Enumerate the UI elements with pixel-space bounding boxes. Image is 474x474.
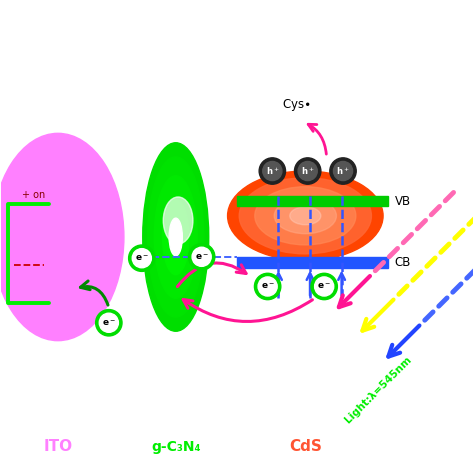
Ellipse shape (189, 244, 215, 270)
Ellipse shape (0, 133, 124, 341)
Ellipse shape (290, 207, 321, 225)
Ellipse shape (294, 158, 321, 184)
Text: e$^-$: e$^-$ (135, 254, 149, 263)
Text: e$^-$: e$^-$ (102, 318, 116, 328)
Ellipse shape (274, 198, 337, 234)
Ellipse shape (259, 158, 285, 184)
Ellipse shape (263, 162, 282, 181)
Bar (237, 257, 388, 268)
Bar (237, 196, 388, 206)
Text: Light:λ=545nm: Light:λ=545nm (343, 355, 414, 425)
Text: g-C₃N₄: g-C₃N₄ (151, 440, 201, 454)
Ellipse shape (148, 157, 204, 317)
Ellipse shape (192, 247, 211, 266)
Text: CdS: CdS (289, 439, 322, 454)
Ellipse shape (155, 176, 197, 298)
Ellipse shape (169, 218, 182, 256)
Ellipse shape (298, 162, 317, 181)
Ellipse shape (334, 162, 353, 181)
Text: e$^-$: e$^-$ (195, 252, 209, 262)
Ellipse shape (255, 187, 356, 245)
Text: h$^+$: h$^+$ (301, 165, 314, 177)
Ellipse shape (228, 171, 383, 261)
Ellipse shape (163, 199, 189, 275)
Ellipse shape (258, 277, 277, 296)
Ellipse shape (255, 273, 281, 300)
Text: h$^+$: h$^+$ (336, 165, 350, 177)
Ellipse shape (330, 158, 356, 184)
Ellipse shape (311, 273, 337, 300)
Ellipse shape (96, 310, 122, 336)
Ellipse shape (143, 143, 209, 331)
Text: ITO: ITO (44, 439, 73, 454)
Ellipse shape (99, 313, 118, 332)
Text: CB: CB (395, 256, 411, 269)
Text: e$^-$: e$^-$ (317, 282, 331, 292)
Text: VB: VB (395, 195, 411, 208)
Ellipse shape (239, 178, 372, 254)
Ellipse shape (163, 197, 193, 244)
Text: h$^+$: h$^+$ (265, 165, 279, 177)
Text: + on: + on (22, 190, 45, 200)
Text: Cys$\bullet$: Cys$\bullet$ (282, 97, 310, 113)
Ellipse shape (128, 245, 155, 272)
Text: e$^-$: e$^-$ (261, 282, 274, 292)
Ellipse shape (315, 277, 334, 296)
Ellipse shape (132, 249, 151, 268)
